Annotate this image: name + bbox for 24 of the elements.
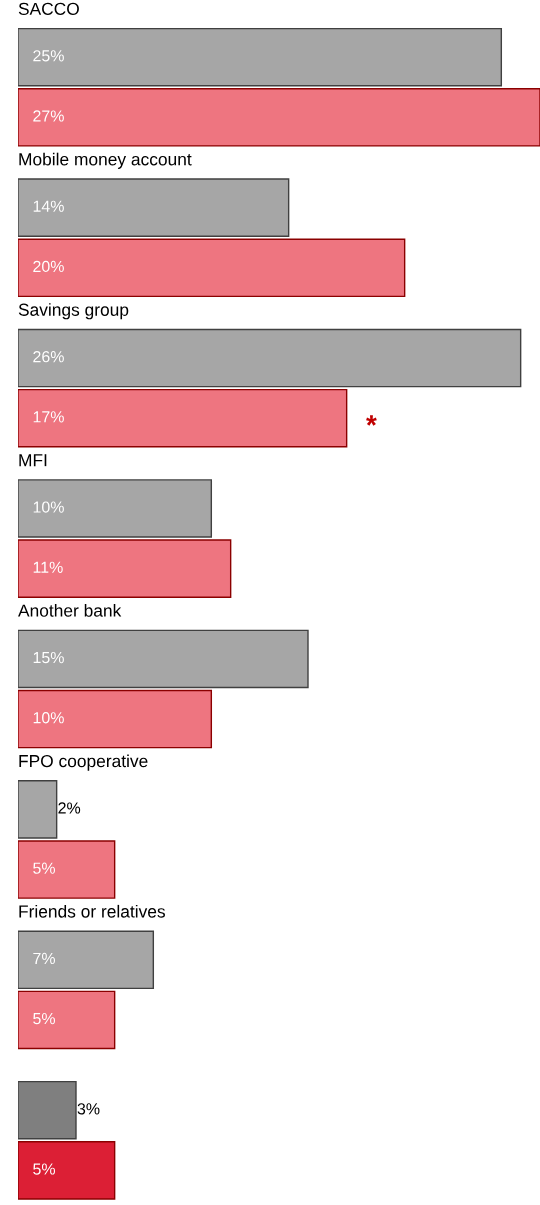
data-label: 5% bbox=[33, 1163, 56, 1175]
data-label: 10% bbox=[33, 712, 64, 724]
data-label: 10% bbox=[33, 501, 64, 513]
y-tick-label: Mobile money account bbox=[19, 152, 192, 169]
y-tick-label: SACCO bbox=[18, 2, 79, 16]
data-label: 27% bbox=[33, 110, 64, 122]
data-label: 14% bbox=[33, 200, 64, 212]
data-label: 7% bbox=[33, 952, 56, 965]
data-label: 20% bbox=[33, 260, 64, 273]
y-tick-label: FPO cooperative bbox=[19, 754, 148, 771]
data-label: 11% bbox=[33, 561, 63, 573]
y-tick-label: Savings group bbox=[18, 303, 129, 320]
data-label: 25% bbox=[33, 50, 64, 62]
annotation: * bbox=[366, 415, 377, 426]
data-label: 17% bbox=[33, 411, 64, 423]
y-tick-label: MFI bbox=[19, 454, 47, 467]
y-tick-label: Friends or relatives bbox=[19, 904, 165, 918]
y-tick-label: Another bank bbox=[18, 604, 122, 617]
data-label: 26% bbox=[33, 351, 64, 363]
data-label: 3% bbox=[77, 1103, 100, 1115]
data-label: 5% bbox=[33, 1013, 56, 1025]
data-label: 15% bbox=[33, 651, 64, 664]
data-label: 2% bbox=[58, 802, 81, 814]
data-label: 5% bbox=[33, 862, 56, 874]
